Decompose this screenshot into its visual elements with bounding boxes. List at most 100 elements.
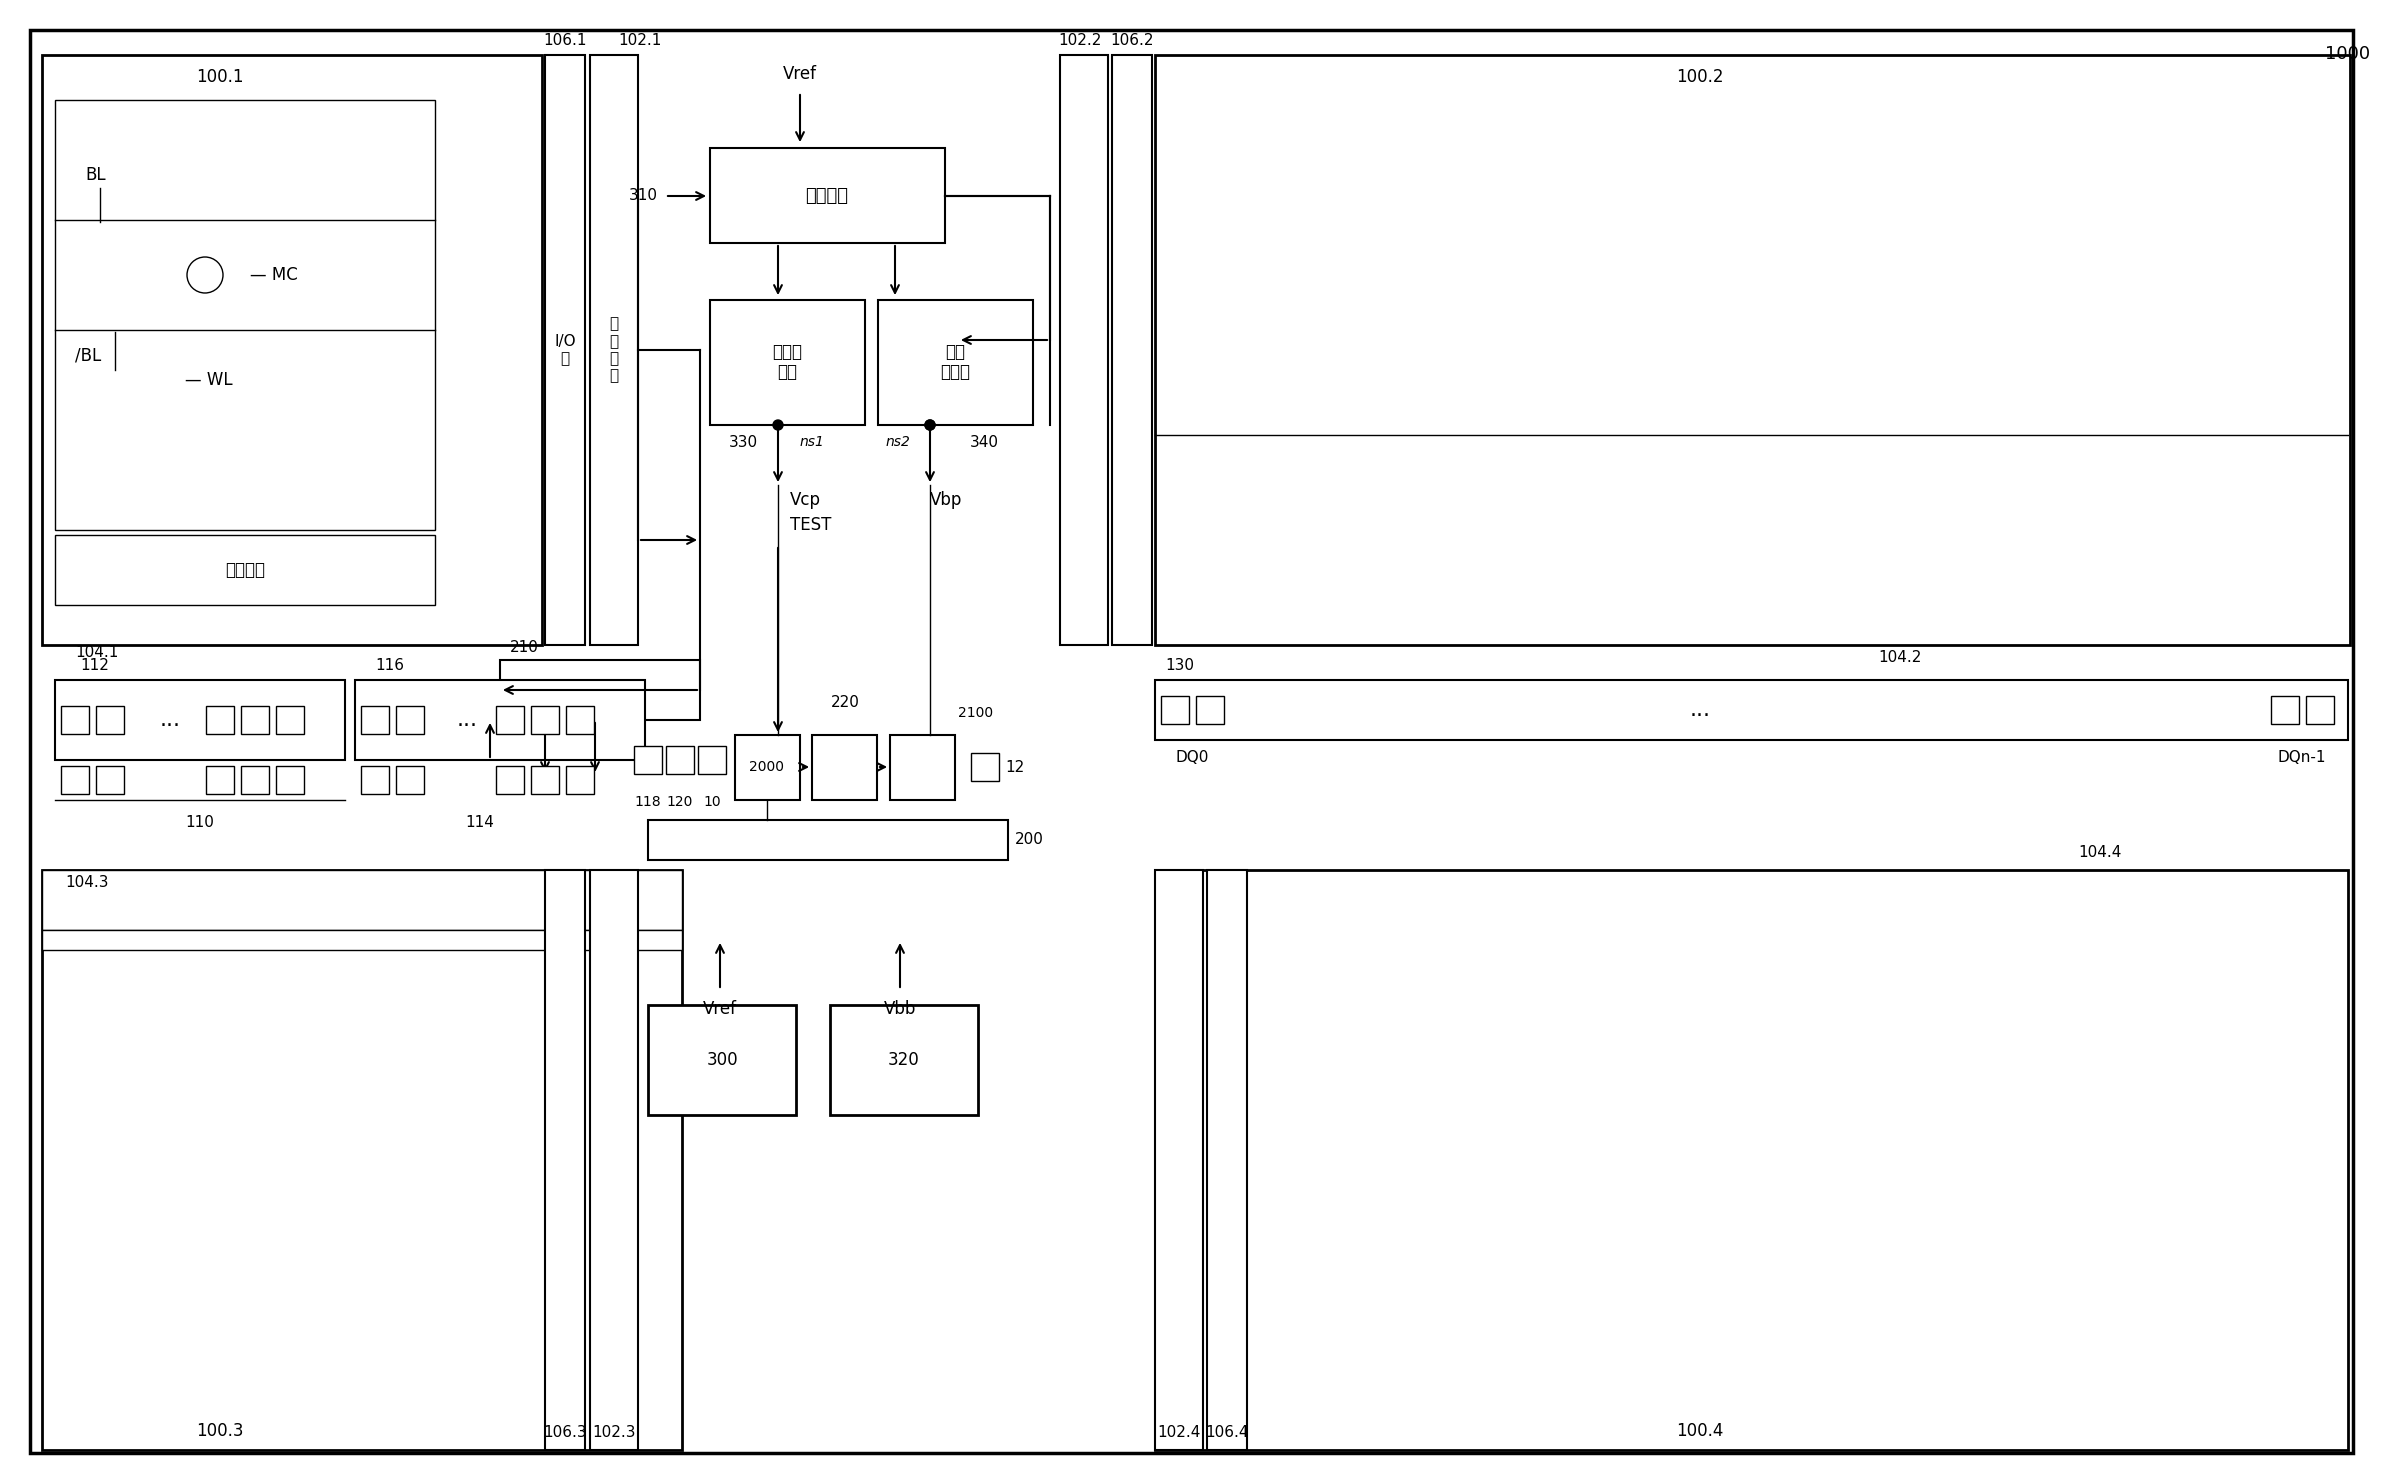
- Text: TEST: TEST: [791, 516, 832, 534]
- Bar: [55, 681, 346, 759]
- Bar: [62, 767, 88, 793]
- Text: Vbp: Vbp: [929, 491, 963, 509]
- Text: 110: 110: [186, 816, 214, 830]
- Bar: [889, 736, 956, 799]
- Text: ...: ...: [458, 710, 477, 730]
- Text: 114: 114: [465, 816, 493, 830]
- Text: Vref: Vref: [784, 65, 817, 83]
- Text: 106.1: 106.1: [543, 33, 586, 47]
- Text: 220: 220: [832, 696, 860, 710]
- Text: ...: ...: [1690, 700, 1711, 721]
- Text: BL: BL: [86, 166, 105, 184]
- Text: /BL: /BL: [74, 346, 100, 363]
- Text: 100.1: 100.1: [195, 68, 243, 86]
- Bar: [591, 871, 639, 1450]
- Bar: [648, 820, 1008, 860]
- Text: 210: 210: [510, 641, 539, 655]
- Bar: [546, 871, 584, 1450]
- Text: 106.4: 106.4: [1206, 1425, 1249, 1440]
- Bar: [1113, 55, 1151, 645]
- Bar: [1196, 696, 1225, 724]
- Bar: [95, 767, 124, 793]
- Text: 位线
预充电: 位线 预充电: [939, 343, 970, 381]
- Bar: [970, 753, 998, 782]
- Text: 200: 200: [1015, 832, 1044, 847]
- Text: 104.4: 104.4: [2078, 845, 2121, 860]
- Text: 102.4: 102.4: [1158, 1425, 1201, 1440]
- Text: — MC: — MC: [250, 265, 298, 285]
- Bar: [1161, 696, 1189, 724]
- Bar: [546, 55, 584, 645]
- Text: 2100: 2100: [958, 706, 994, 721]
- Text: 106.3: 106.3: [543, 1425, 586, 1440]
- Text: 2000: 2000: [751, 759, 784, 774]
- Bar: [496, 706, 524, 734]
- Bar: [241, 706, 269, 734]
- Bar: [360, 767, 388, 793]
- Circle shape: [925, 420, 934, 430]
- Text: I/O
门: I/O 门: [555, 334, 577, 366]
- Bar: [62, 706, 88, 734]
- Text: 106.2: 106.2: [1110, 33, 1153, 47]
- Text: 列
译
码
器: 列 译 码 器: [610, 316, 620, 384]
- Bar: [567, 706, 593, 734]
- Bar: [276, 706, 305, 734]
- Text: 340: 340: [970, 435, 998, 449]
- Text: 320: 320: [889, 1051, 920, 1069]
- Bar: [43, 930, 682, 951]
- Bar: [813, 736, 877, 799]
- Bar: [634, 746, 662, 774]
- Bar: [567, 767, 593, 793]
- Text: 130: 130: [1165, 658, 1194, 673]
- Text: 104.2: 104.2: [1878, 650, 1921, 664]
- Bar: [829, 1005, 977, 1115]
- Bar: [396, 767, 424, 793]
- Text: 104.1: 104.1: [74, 645, 119, 660]
- Bar: [710, 300, 865, 426]
- Bar: [531, 706, 560, 734]
- Text: Vbb: Vbb: [884, 1000, 915, 1017]
- Bar: [396, 706, 424, 734]
- Text: 120: 120: [667, 795, 693, 810]
- Bar: [1208, 871, 1246, 1450]
- Text: 100.4: 100.4: [1675, 1422, 1723, 1440]
- Text: 10: 10: [703, 795, 720, 810]
- Bar: [1156, 871, 1203, 1450]
- Bar: [276, 767, 305, 793]
- Text: 104.3: 104.3: [64, 875, 110, 890]
- Bar: [43, 871, 682, 1450]
- Text: 单元片
电位: 单元片 电位: [772, 343, 803, 381]
- Text: Vref: Vref: [703, 1000, 736, 1017]
- Text: 310: 310: [629, 188, 658, 203]
- Bar: [95, 706, 124, 734]
- Bar: [43, 55, 541, 645]
- Text: 118: 118: [634, 795, 662, 810]
- Bar: [734, 736, 801, 799]
- Text: 300: 300: [705, 1051, 739, 1069]
- Text: DQn-1: DQn-1: [2278, 750, 2326, 765]
- Bar: [1156, 681, 2347, 740]
- Text: 12: 12: [1006, 759, 1025, 774]
- Bar: [55, 535, 436, 605]
- Bar: [698, 746, 727, 774]
- Bar: [710, 148, 946, 243]
- Text: 330: 330: [729, 435, 758, 449]
- Bar: [1060, 55, 1108, 645]
- Text: 112: 112: [81, 658, 110, 673]
- Text: 116: 116: [374, 658, 405, 673]
- Bar: [241, 767, 269, 793]
- Text: — WL: — WL: [186, 371, 234, 389]
- Bar: [665, 746, 693, 774]
- Bar: [2307, 696, 2333, 724]
- Bar: [648, 1005, 796, 1115]
- Bar: [43, 871, 682, 930]
- Text: 100.2: 100.2: [1675, 68, 1723, 86]
- Bar: [205, 767, 234, 793]
- Bar: [496, 767, 524, 793]
- Text: ...: ...: [160, 710, 181, 730]
- Bar: [360, 706, 388, 734]
- Bar: [500, 660, 701, 721]
- Bar: [877, 300, 1032, 426]
- Circle shape: [772, 420, 784, 430]
- Text: 1000: 1000: [2326, 44, 2371, 62]
